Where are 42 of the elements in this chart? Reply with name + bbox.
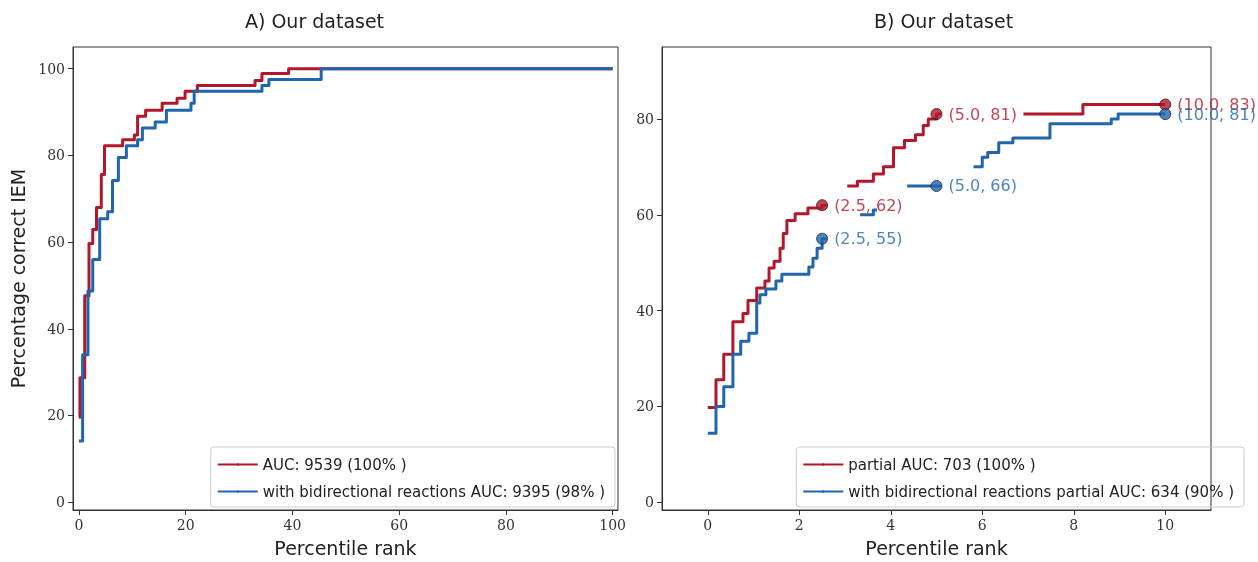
legend-label: with bidirectional reactions partial AUC: 634 (90% ) — [848, 482, 1235, 501]
y-tick-label: 20 — [636, 398, 654, 415]
point — [930, 180, 943, 192]
chart-title: A) Our dataset — [244, 9, 385, 32]
annotation: (2.5, 62) — [834, 195, 903, 215]
y-tick-label: 0 — [56, 494, 65, 511]
point — [930, 108, 943, 121]
legend-label: partial AUC: 703 (100% ) — [848, 455, 1036, 474]
y-tick-label: 80 — [636, 110, 654, 127]
x-tick-label: 100 — [599, 517, 627, 533]
x-tick-label: 10 — [1156, 517, 1175, 533]
legend-label: AUC: 9539 (100% ) — [262, 455, 407, 474]
point — [1159, 98, 1172, 111]
x-tick-label: 0 — [703, 517, 713, 533]
x-axis-title: Percentile rank — [274, 536, 417, 559]
y-tick-label: 20 — [47, 407, 65, 424]
x-tick-label: 2 — [794, 517, 804, 533]
x-axis-title: Percentile rank — [865, 536, 1008, 559]
annotation: (2.5, 55) — [834, 229, 903, 249]
annotation: (5.0, 81) — [948, 104, 1017, 124]
chart-title: B) Our dataset — [873, 9, 1014, 32]
x-tick-label: 60 — [390, 517, 409, 533]
annotation: (5.0, 66) — [948, 176, 1017, 196]
legend-label: with bidirectional reactions AUC: 9395 (98% ) — [262, 482, 606, 501]
y-tick-label: 0 — [645, 494, 654, 511]
y-tick-label: 80 — [47, 147, 65, 164]
y-tick-label: 60 — [636, 206, 654, 223]
point — [816, 232, 829, 245]
x-tick-label: 0 — [74, 517, 84, 533]
point — [1159, 108, 1172, 121]
y-tick-label: 40 — [636, 302, 654, 319]
x-tick-label: 8 — [1069, 517, 1079, 533]
y-axis-title: Percentage correct IEM — [6, 168, 29, 389]
y-tick-label: 60 — [47, 234, 65, 251]
y-tick-label: 40 — [47, 320, 65, 337]
x-tick-label: 20 — [176, 517, 195, 533]
x-tick-label: 6 — [977, 517, 987, 533]
x-tick-label: 40 — [283, 517, 302, 533]
x-tick-label: 80 — [496, 517, 515, 533]
point — [816, 199, 829, 212]
y-tick-label: 100 — [38, 60, 65, 77]
x-tick-label: 4 — [886, 517, 896, 533]
